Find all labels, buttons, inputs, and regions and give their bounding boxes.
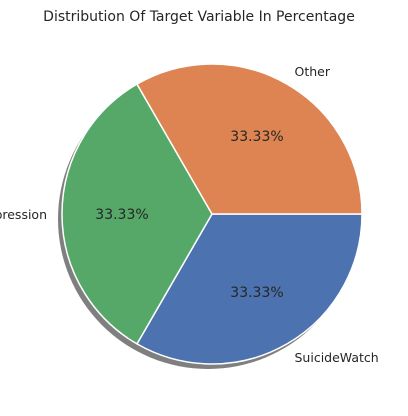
pie-category-label-other: Other (295, 64, 331, 79)
pie-labels: 33.33% SuicideWatch 33.33% Depression 33.33%… (0, 64, 379, 365)
chart-title: Distribution Of Target Variable In Perce… (43, 9, 355, 25)
pie-slice-depression (61, 83, 213, 345)
pie-slice-other (136, 63, 363, 215)
pie-slices (61, 63, 363, 365)
pie-slice-suicidewatch (136, 213, 363, 365)
pie-value-label-other: 33.33% (230, 129, 283, 145)
pie-value-label-suicidewatch: 33.33% (230, 285, 283, 301)
pie-category-label-depression: Depression (0, 207, 47, 222)
pie-category-label-suicidewatch: SuicideWatch (295, 350, 379, 365)
pie-value-label-depression: 33.33% (95, 207, 148, 223)
